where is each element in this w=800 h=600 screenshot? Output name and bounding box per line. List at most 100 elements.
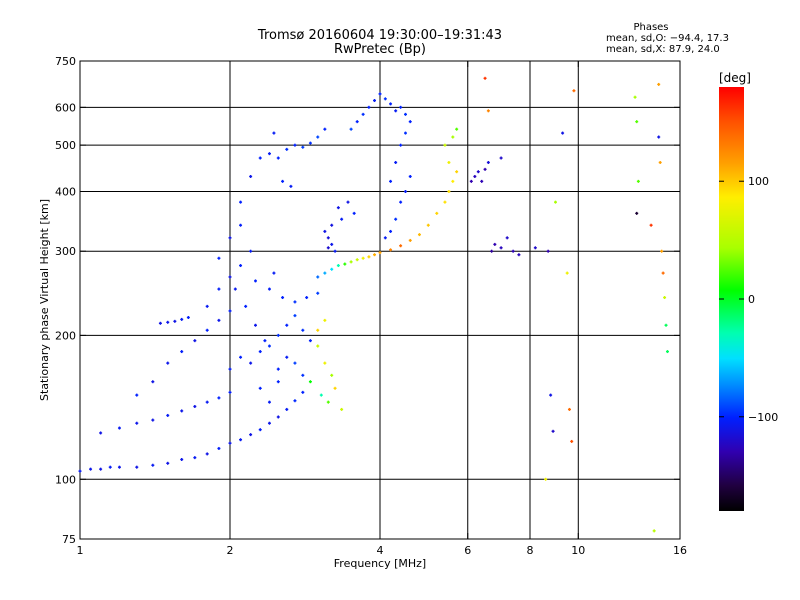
data-point [657,135,661,139]
x-tick-label: 6 [464,544,471,557]
data-point [660,249,664,253]
data-point [469,179,473,183]
data-point [473,174,477,178]
data-point [281,179,285,183]
data-point [649,223,653,227]
phases-o-stat: mean, sd,O: −94.4, 17.3 [606,33,729,44]
data-point [323,127,327,131]
data-point [323,229,327,233]
data-point [330,373,334,377]
data-point [658,160,662,164]
data-point [267,287,271,291]
data-point [249,361,253,365]
data-point [333,249,337,253]
data-point [661,271,665,275]
data-point [451,179,455,183]
data-point [323,361,327,365]
data-point [99,431,103,435]
data-point [166,361,170,365]
data-point [447,160,451,164]
data-point [451,135,455,139]
data-point [205,452,209,456]
data-point [389,229,393,233]
data-point [635,120,639,124]
data-point [565,271,569,275]
data-point [511,249,515,253]
data-point [316,275,320,279]
data-point [403,112,407,116]
data-point [326,400,330,404]
data-point [117,465,121,469]
data-point [166,413,170,417]
data-point [663,296,667,300]
data-point [367,255,371,259]
data-point [389,179,393,183]
data-point [267,400,271,404]
data-point [239,355,243,359]
data-point [340,407,344,411]
data-point [217,318,221,322]
data-point [135,393,139,397]
data-point [323,271,327,275]
data-point [239,200,243,204]
data-point [293,399,297,403]
data-point [239,438,243,442]
data-point [267,344,271,348]
data-point [567,407,571,411]
data-points [78,76,669,533]
x-axis: 1 2 4 6 8 10 16 [77,61,687,557]
data-point [486,109,490,113]
data-point [546,249,550,253]
data-point [217,446,221,450]
data-point [447,189,451,193]
data-point [239,264,243,268]
data-point [180,350,184,354]
data-point [665,350,669,354]
data-point [383,236,387,240]
data-point [349,127,353,131]
phases-heading: Phases [633,22,668,33]
data-point [267,152,271,156]
data-point [301,390,305,394]
data-point [253,323,257,327]
data-point [399,200,403,204]
data-point [193,456,197,460]
data-point [173,319,177,323]
y-tick-label: 75 [62,533,76,546]
data-point [276,367,280,371]
data-point [355,258,359,262]
data-point [276,156,280,160]
x-tick-label: 8 [527,544,534,557]
data-point [228,309,232,313]
colorbar-unit-label: [deg] [719,71,751,85]
data-point [480,179,484,183]
data-point [426,223,430,227]
y-tick-label: 200 [55,329,76,342]
data-point [258,428,262,432]
data-point [249,249,253,253]
data-point [308,141,312,145]
data-point [180,457,184,461]
data-point [281,296,285,300]
data-point [657,82,661,86]
y-axis-title: Stationary phase Virtual Height [km] [38,199,51,401]
data-point [399,105,403,109]
y-tick-label: 600 [55,101,76,114]
data-point [239,223,243,227]
data-point [301,145,305,149]
data-point [493,242,497,246]
data-point [316,344,320,348]
data-point [652,529,656,533]
phases-x-stat: mean, sd,X: 87.9, 24.0 [606,44,720,55]
data-point [633,95,637,99]
data-point [217,396,221,400]
data-point [89,467,93,471]
data-point [293,300,297,304]
data-point [389,248,393,252]
data-point [551,429,555,433]
data-point [263,339,267,343]
data-point [326,236,330,240]
data-point [285,147,289,151]
data-point [186,315,190,319]
